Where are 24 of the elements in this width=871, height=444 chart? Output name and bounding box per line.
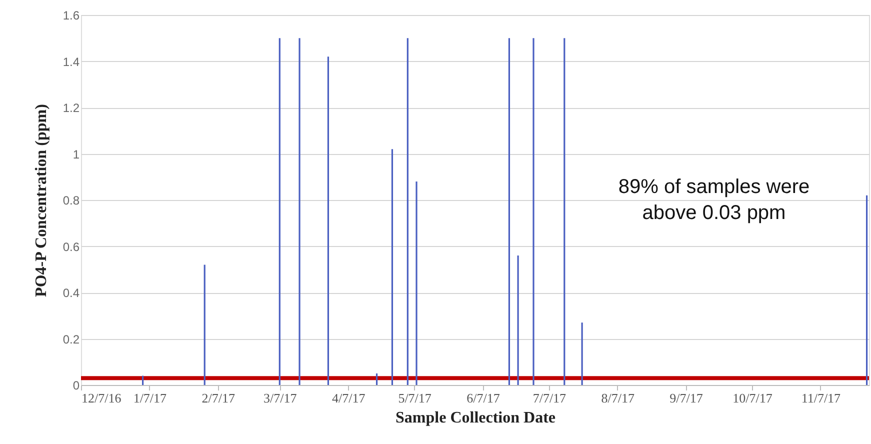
y-tick-label: 1.6 — [62, 8, 80, 22]
y-tick-label: 0.2 — [62, 332, 80, 346]
annotation: 89% of samples were above 0.03 ppm — [618, 176, 810, 224]
x-axis-title: Sample Collection Date — [396, 410, 556, 426]
x-tick-label: 6/7/17 — [466, 390, 500, 406]
x-tick-label: 12/7/16 — [82, 390, 122, 406]
y-tick-label: 1.2 — [62, 101, 80, 115]
x-tick-label: 8/7/17 — [601, 390, 635, 406]
x-tick-label: 1/7/17 — [133, 390, 168, 406]
x-tick-label: 10/7/17 — [732, 390, 773, 406]
x-tick-label: 9/7/17 — [670, 390, 704, 406]
y-tick-label: 0 — [72, 378, 80, 392]
y-tick-label: 1.4 — [62, 54, 80, 69]
y-tick-label: 0.8 — [62, 194, 80, 208]
y-tick-label: 0.6 — [62, 240, 80, 254]
y-tick-label: 0.4 — [62, 286, 80, 300]
x-tick-label: 7/7/17 — [532, 390, 567, 406]
x-tick-label: 5/7/17 — [398, 390, 432, 406]
x-tick-label: 3/7/17 — [264, 390, 298, 406]
x-tick-label: 11/7/17 — [801, 390, 842, 406]
y-axis-title: PO4-P Concentration (ppm) — [32, 104, 50, 297]
x-tick-label: 4/7/17 — [332, 390, 366, 406]
x-tick-label: 2/7/17 — [202, 390, 236, 406]
y-tick-label: 1 — [72, 147, 80, 162]
